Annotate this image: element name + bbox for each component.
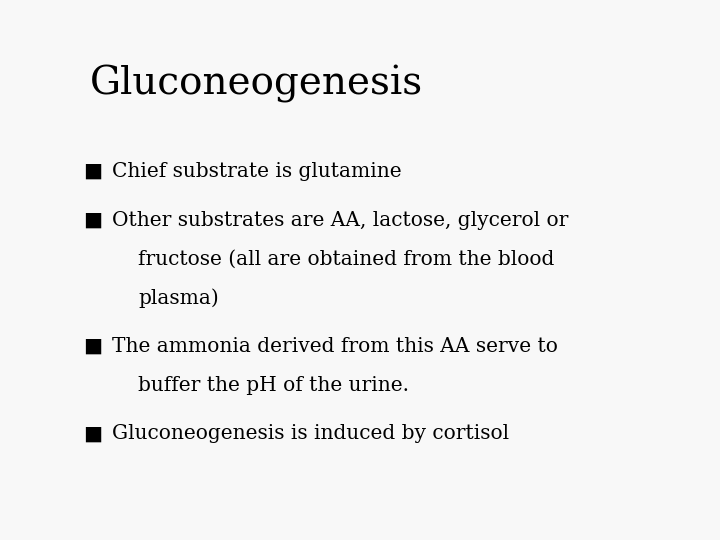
Text: Chief substrate is glutamine: Chief substrate is glutamine [112,162,401,181]
Text: ■: ■ [83,162,102,181]
Text: fructose (all are obtained from the blood: fructose (all are obtained from the bloo… [138,249,554,268]
Text: Gluconeogenesis is induced by cortisol: Gluconeogenesis is induced by cortisol [112,424,509,443]
Text: The ammonia derived from this AA serve to: The ammonia derived from this AA serve t… [112,337,557,356]
Text: ■: ■ [83,211,102,229]
Text: Gluconeogenesis: Gluconeogenesis [90,65,423,103]
Text: plasma): plasma) [138,288,219,308]
Text: buffer the pH of the urine.: buffer the pH of the urine. [138,376,409,395]
Text: ■: ■ [83,337,102,356]
Text: ■: ■ [83,424,102,443]
Text: Other substrates are AA, lactose, glycerol or: Other substrates are AA, lactose, glycer… [112,211,568,229]
